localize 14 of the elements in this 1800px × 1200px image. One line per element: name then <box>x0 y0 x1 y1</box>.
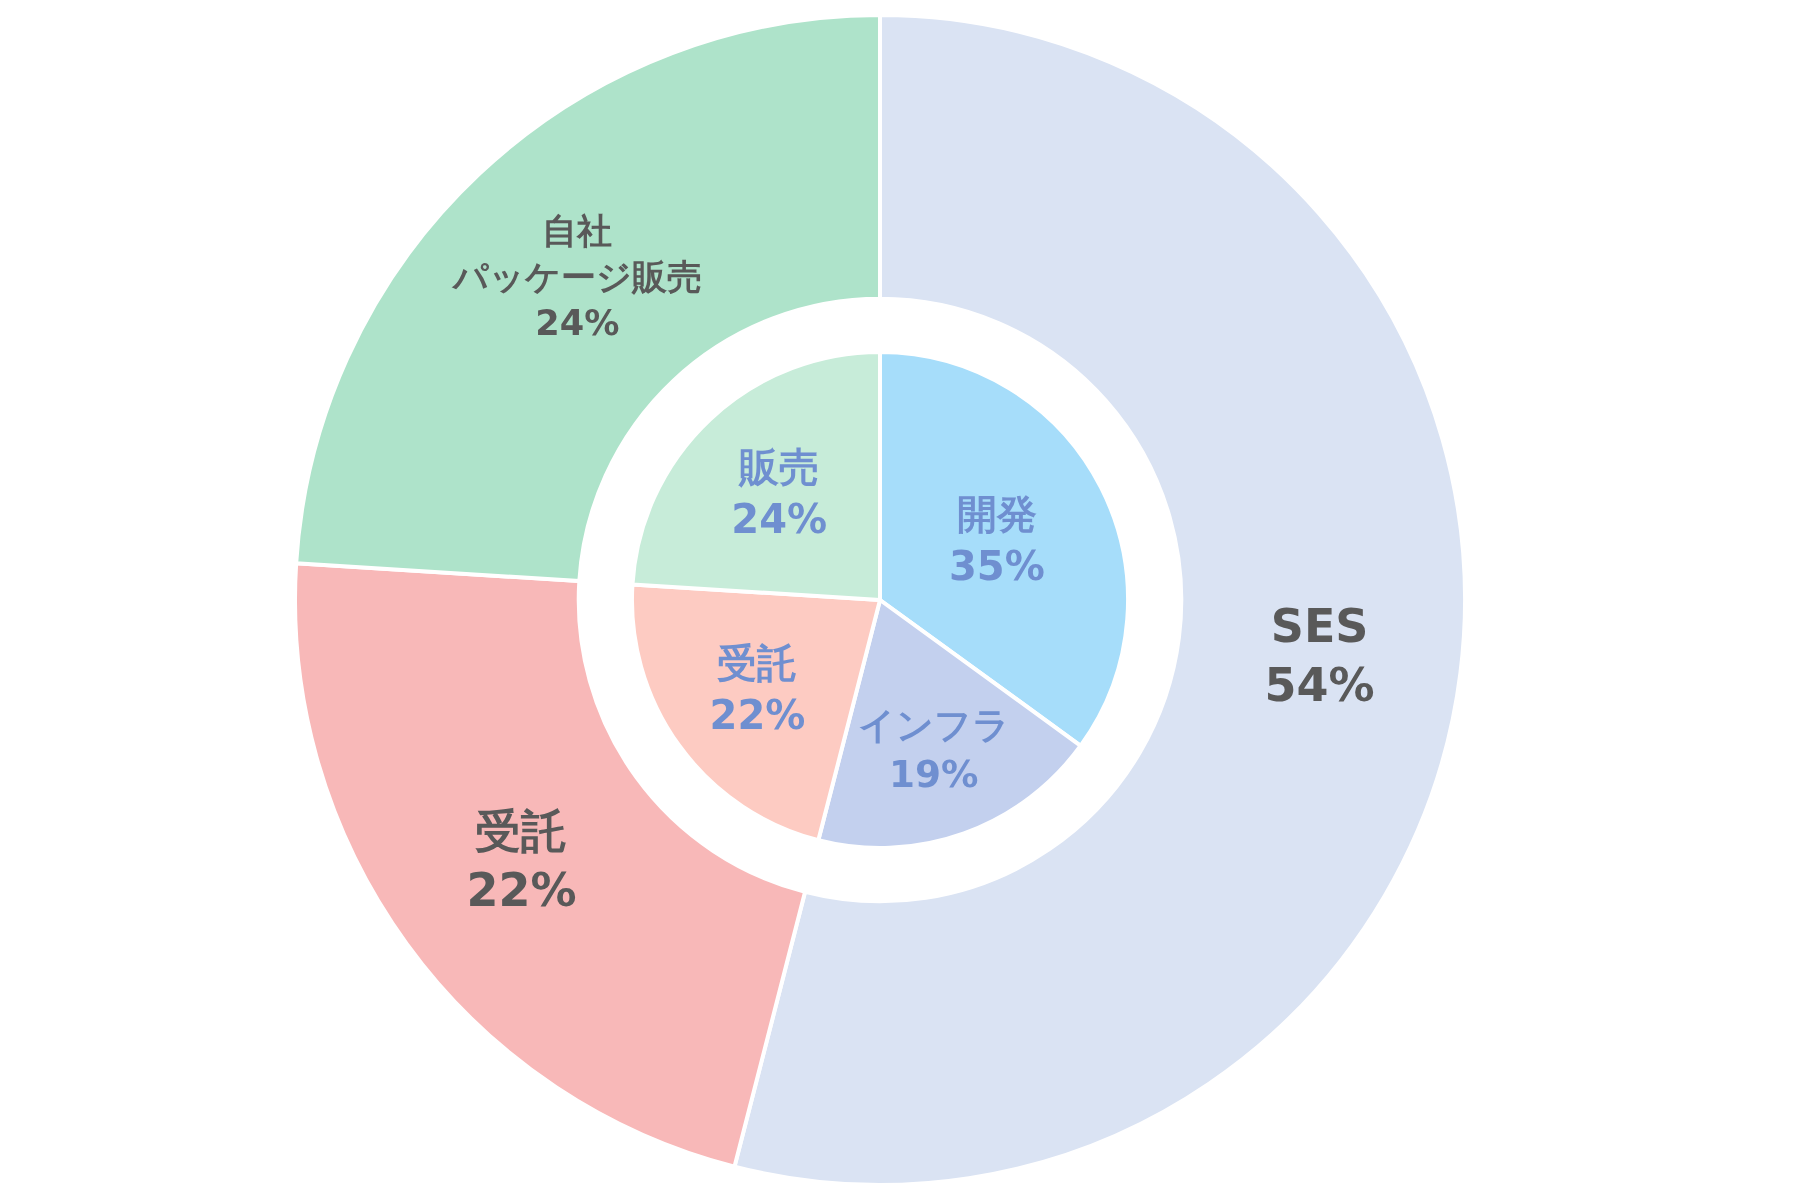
slice-label: 開発 <box>956 491 1037 538</box>
data-label: 22% <box>709 692 806 739</box>
slice-label: インフラ <box>857 703 1010 748</box>
data-label: 24% <box>535 301 620 343</box>
slice-label: 受託 <box>475 803 568 858</box>
slice-label: 受託 <box>717 640 798 687</box>
slice-label: 自社パッケージ販売 <box>450 210 702 298</box>
data-label: 24% <box>731 495 828 542</box>
data-label: 35% <box>949 543 1045 590</box>
data-label: 54% <box>1264 658 1375 713</box>
data-label: 22% <box>466 863 577 918</box>
slice-label: 販売 <box>738 443 820 490</box>
data-label: 19% <box>889 751 979 796</box>
slice-label: SES <box>1270 598 1369 653</box>
